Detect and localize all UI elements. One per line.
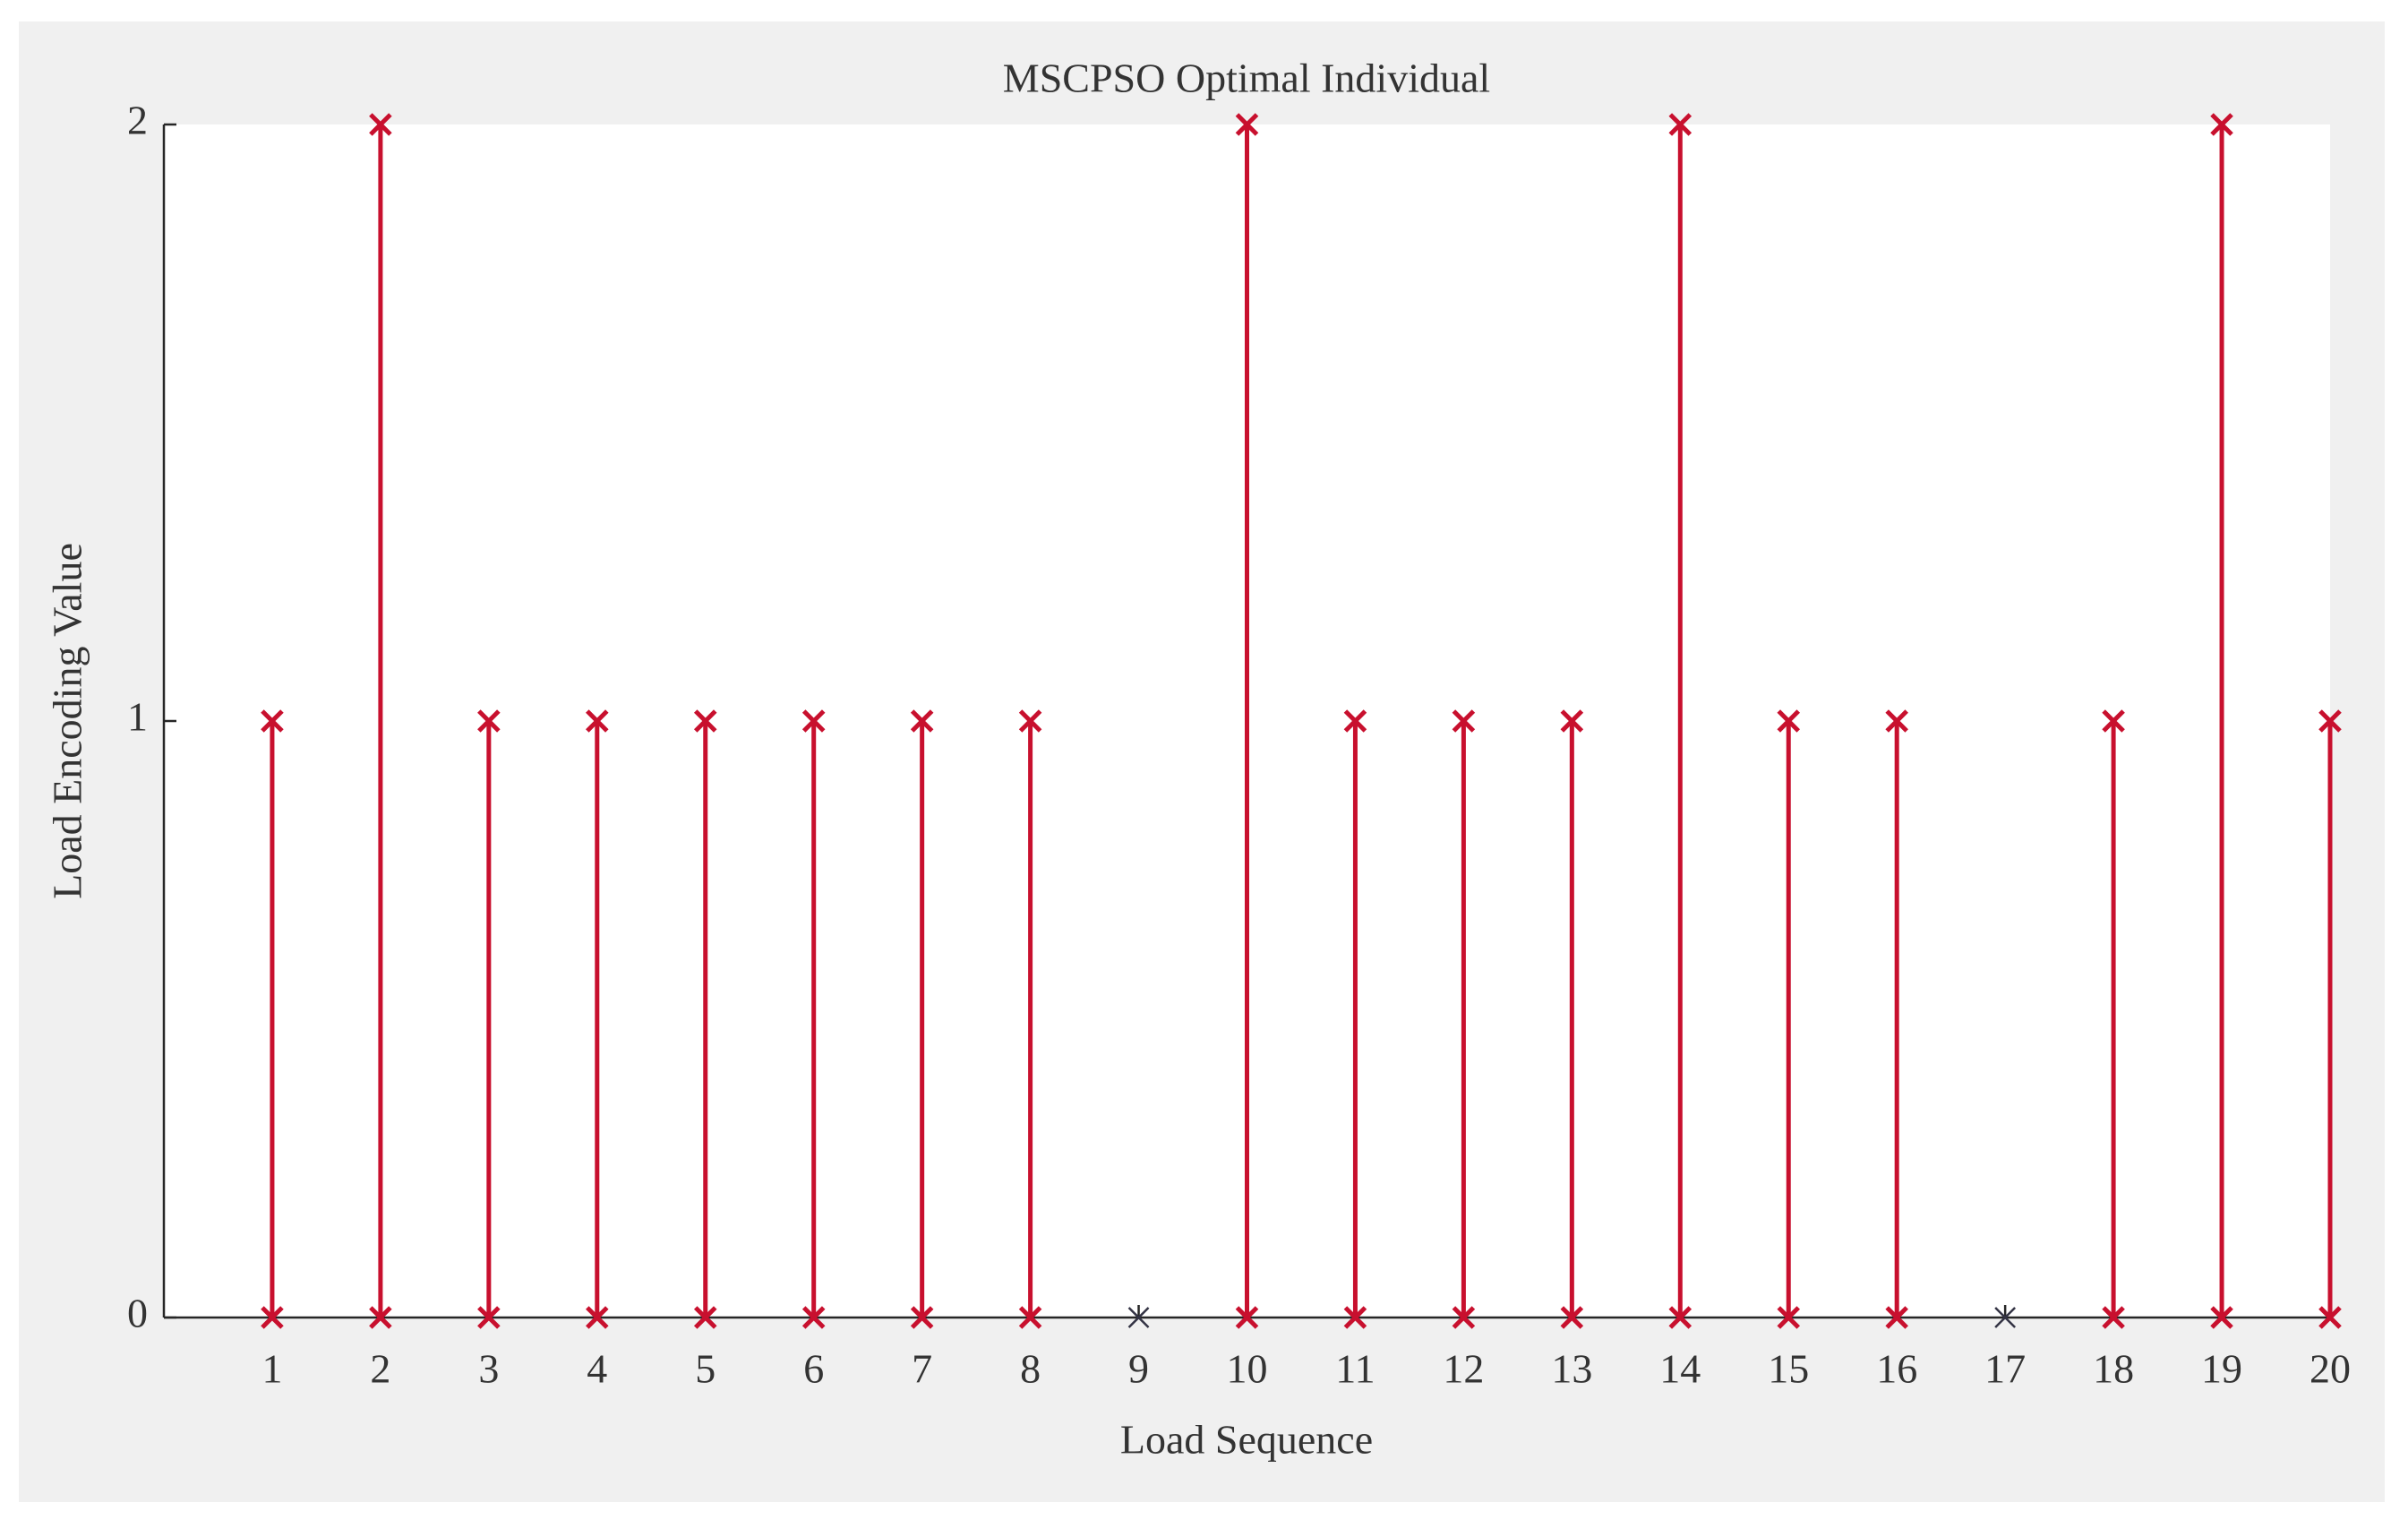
x-tick-label: 3 (478, 1346, 499, 1392)
stem-marker (1560, 709, 1584, 733)
stem-marker (2102, 709, 2125, 733)
stem-marker (910, 709, 934, 733)
x-tick-label: 17 (1984, 1346, 2026, 1392)
x-tick-label: 5 (695, 1346, 716, 1392)
y-axis-label: Load Encoding Value (45, 543, 90, 899)
chart-title: MSCPSO Optimal Individual (1003, 56, 1490, 101)
x-axis-label: Load Sequence (1120, 1417, 1373, 1463)
x-tick-label: 14 (1659, 1346, 1701, 1392)
x-tick-label: 20 (2309, 1346, 2351, 1392)
x-tick-label: 11 (1335, 1346, 1375, 1392)
base-marker (586, 1306, 609, 1329)
x-tick-label: 2 (370, 1346, 390, 1392)
stem-marker (1018, 709, 1042, 733)
x-tick-label: 9 (1128, 1346, 1149, 1392)
x-tick-label: 8 (1020, 1346, 1041, 1392)
base-marker (2210, 1306, 2233, 1329)
x-tick-label: 15 (1768, 1346, 1809, 1392)
x-tick-label: 4 (587, 1346, 607, 1392)
stem-marker (1452, 709, 1476, 733)
stem-marker (261, 709, 284, 733)
base-marker (2318, 1306, 2342, 1329)
stem-marker (1777, 709, 1801, 733)
base-marker (1777, 1306, 1801, 1329)
y-tick-label: 1 (127, 694, 148, 740)
stem-marker (2318, 709, 2342, 733)
stem-marker (801, 709, 826, 733)
stem-marker (1235, 113, 1259, 136)
stem-marker (693, 709, 717, 733)
base-marker (801, 1306, 826, 1329)
base-marker (2102, 1306, 2125, 1329)
y-tick-label: 2 (127, 98, 148, 143)
base-marker (910, 1306, 934, 1329)
x-tick-label: 19 (2201, 1346, 2242, 1392)
stem-marker (1343, 709, 1367, 733)
x-tick-label: 18 (2093, 1346, 2134, 1392)
x-tick-label: 6 (803, 1346, 824, 1392)
base-marker (1885, 1306, 1908, 1329)
base-marker (369, 1306, 392, 1329)
stem-marker (369, 113, 392, 136)
stem-marker (1994, 1307, 2017, 1328)
base-marker (1452, 1306, 1476, 1329)
base-marker (1235, 1306, 1259, 1329)
x-tick-label: 13 (1551, 1346, 1592, 1392)
base-marker (477, 1306, 501, 1329)
x-tick-label: 10 (1227, 1346, 1268, 1392)
stem-marker (586, 709, 609, 733)
stem-marker (477, 709, 501, 733)
x-tick-label: 16 (1876, 1346, 1917, 1392)
base-marker (261, 1306, 284, 1329)
base-marker (1018, 1306, 1042, 1329)
stem-marker (1127, 1307, 1150, 1328)
stem-marker (2210, 113, 2233, 136)
y-tick-label: 0 (127, 1291, 148, 1336)
base-marker (693, 1306, 717, 1329)
stem-marker (1885, 709, 1908, 733)
base-marker (1343, 1306, 1367, 1329)
stem-marker (1668, 113, 1692, 136)
base-marker (1560, 1306, 1584, 1329)
base-marker (1668, 1306, 1692, 1329)
x-tick-label: 7 (912, 1346, 932, 1392)
x-tick-label: 1 (261, 1346, 282, 1392)
x-tick-label: 12 (1443, 1346, 1484, 1392)
